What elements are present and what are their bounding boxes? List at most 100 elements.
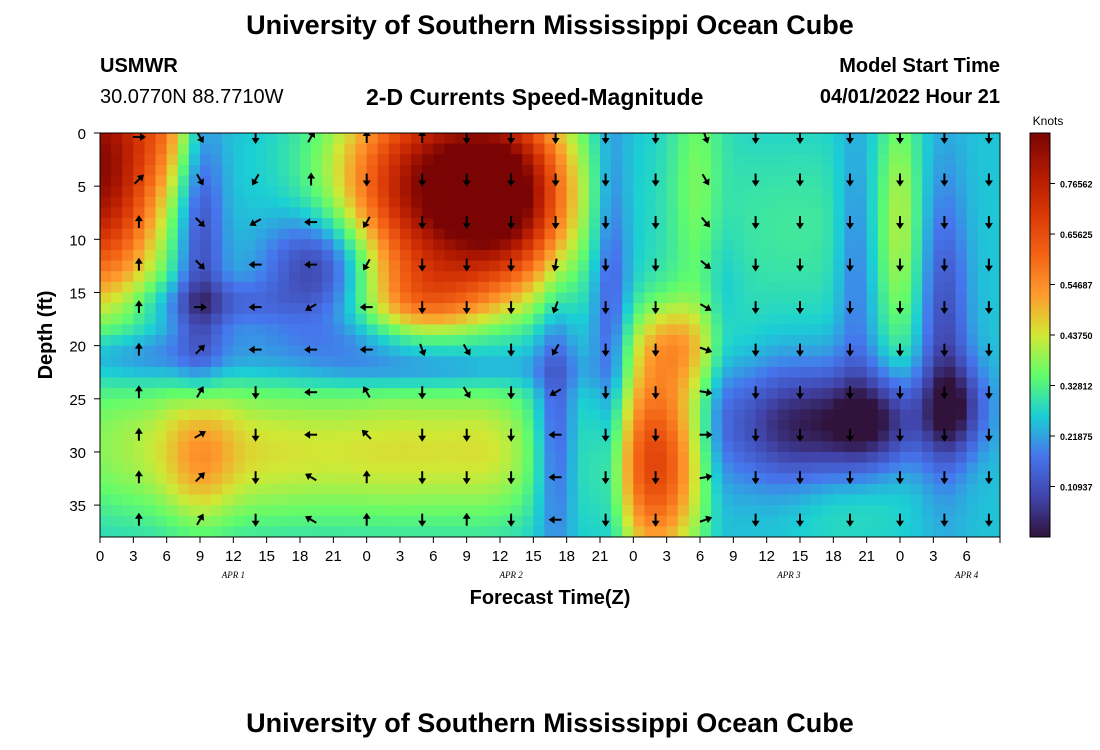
heatmap-cell: [488, 164, 501, 177]
heatmap-cell: [300, 451, 312, 464]
heatmap-cell: [366, 313, 379, 325]
heatmap-cell: [522, 494, 534, 506]
heatmap-cell: [444, 271, 457, 283]
heatmap-cell: [677, 409, 690, 421]
heatmap-cell: [244, 292, 257, 304]
heatmap-cell: [666, 207, 679, 219]
heatmap-cell: [422, 313, 434, 325]
heatmap-cell: [555, 505, 568, 517]
heatmap-cell: [311, 281, 323, 294]
heatmap-cell: [733, 281, 746, 294]
heatmap-cell: [544, 356, 557, 368]
heatmap-cell: [411, 515, 423, 527]
heatmap-cell: [155, 451, 168, 464]
heatmap-cell: [111, 441, 123, 453]
heatmap-cell: [677, 324, 690, 336]
heatmap-cell: [588, 451, 601, 464]
heatmap-cell: [722, 249, 734, 262]
heatmap-cell: [477, 207, 490, 219]
heatmap-cell: [122, 281, 134, 294]
heatmap-cell: [377, 526, 390, 537]
heatmap-cell: [633, 260, 646, 272]
heatmap-cell: [677, 420, 690, 432]
heatmap-cell: [500, 186, 512, 198]
heatmap-cell: [233, 483, 246, 496]
heatmap-cell: [277, 345, 290, 357]
current-vector: [940, 258, 949, 272]
heatmap-cell: [800, 505, 812, 517]
heatmap-cell: [266, 494, 279, 506]
current-vector: [751, 258, 760, 272]
heatmap-cell: [366, 271, 379, 283]
heatmap-cell: [155, 398, 168, 411]
heatmap-cell: [666, 175, 679, 187]
heatmap-cell: [877, 377, 890, 389]
heatmap-cell: [566, 335, 579, 347]
heatmap-cell: [788, 281, 801, 294]
heatmap-cell: [211, 483, 223, 496]
heatmap-cell: [222, 271, 234, 283]
heatmap-cell: [933, 377, 946, 389]
heatmap-cell: [188, 377, 201, 389]
heatmap-cell: [611, 409, 623, 421]
heatmap-cell: [622, 164, 634, 177]
heatmap-cell: [244, 239, 257, 251]
heatmap-cell: [900, 164, 912, 177]
heatmap-cell: [733, 143, 746, 155]
heatmap-cell: [433, 441, 446, 453]
heatmap-cell: [777, 451, 790, 464]
heatmap-cell: [122, 324, 134, 336]
heatmap-cell: [444, 420, 457, 432]
heatmap-cell: [277, 143, 290, 155]
heatmap-cell: [744, 207, 757, 219]
heatmap-cell: [633, 228, 646, 240]
heatmap-cell: [766, 398, 779, 411]
heatmap-cell: [755, 409, 768, 421]
heatmap-cell: [144, 218, 157, 230]
heatmap-cell: [288, 207, 301, 219]
heatmap-cell: [166, 218, 179, 230]
heatmap-cell: [166, 228, 179, 240]
heatmap-cell: [977, 494, 990, 506]
heatmap-cell: [600, 164, 612, 177]
heatmap-cell: [666, 409, 679, 421]
heatmap-cell: [188, 515, 201, 527]
heatmap-cell: [333, 345, 346, 357]
heatmap-cell: [977, 239, 990, 251]
heatmap-cell: [488, 398, 501, 411]
x-tick-label: 0: [896, 548, 904, 565]
heatmap-cell: [711, 377, 723, 389]
heatmap-cell: [600, 494, 612, 506]
heatmap-cell: [277, 292, 290, 304]
heatmap-cell: [566, 218, 579, 230]
heatmap-cell: [155, 483, 168, 496]
heatmap-cell: [222, 324, 234, 336]
heatmap-cell: [888, 462, 901, 474]
heatmap-cell: [722, 515, 734, 527]
heatmap-cell: [300, 271, 312, 283]
heatmap-cell: [722, 228, 734, 240]
current-vector: [702, 133, 710, 144]
heatmap-cell: [922, 186, 934, 198]
heatmap-cell: [377, 207, 390, 219]
heatmap-cell: [377, 281, 390, 294]
heatmap-cell: [377, 228, 390, 240]
heatmap-cell: [388, 143, 401, 155]
heatmap-cell: [711, 473, 723, 485]
heatmap-cell: [566, 133, 579, 145]
current-vector: [462, 133, 471, 144]
heatmap-cell: [877, 271, 890, 283]
heatmap-cell: [577, 324, 590, 336]
heatmap-cell: [333, 133, 346, 145]
heatmap-cell: [388, 420, 401, 432]
heatmap-cell: [733, 388, 746, 400]
heatmap-cell: [822, 324, 834, 336]
heatmap-cell: [533, 451, 546, 464]
heatmap-cell: [555, 473, 568, 485]
heatmap-cell: [177, 388, 190, 400]
heatmap-cell: [188, 175, 201, 187]
heatmap-cell: [133, 377, 146, 389]
heatmap-cell: [122, 388, 134, 400]
heatmap-cell: [700, 388, 712, 400]
heatmap-cell: [522, 281, 534, 294]
